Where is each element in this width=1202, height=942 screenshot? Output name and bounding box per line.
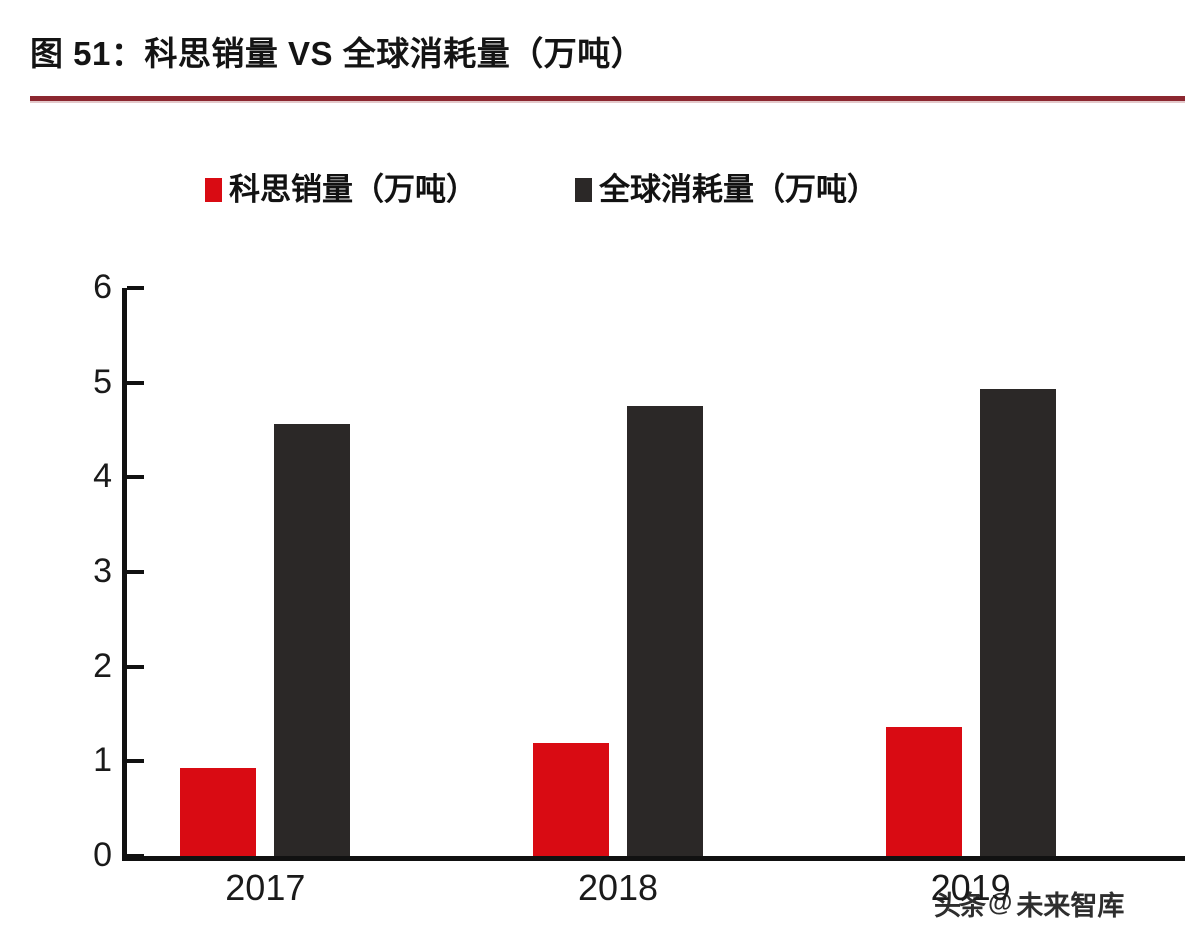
bar-2017-sales[interactable] [180,767,257,856]
legend-item-global-consumption[interactable]: 全球消耗量（万吨） [575,172,878,208]
y-axis-tick-label: 4 [93,457,112,496]
bar-2018-global-consumption[interactable] [627,406,703,856]
y-axis-tick-label: 3 [93,552,112,590]
y-axis-tick-label: 2 [93,646,112,685]
square-swatch-icon [205,178,222,202]
legend-item-label: 全球消耗量（万吨） [599,172,878,207]
y-axis-tick [127,854,144,858]
x-axis-line [122,856,1185,861]
bars-layer [127,288,1185,856]
y-axis-tick [127,570,144,574]
legend-item-sales[interactable]: 科思销量（万吨） [205,172,477,208]
title-divider-rule-shadow [30,101,1185,103]
bar-2019-global-consumption[interactable] [979,389,1056,856]
figure-title-block: 图 51：科思销量 VS 全球消耗量（万吨） [30,34,1185,102]
y-axis-tick-label: 0 [93,836,112,874]
watermark: 头条 @ 未来智库 [934,884,1124,923]
bar-2017-global-consumption[interactable] [274,424,351,856]
y-axis-tick-label: 5 [93,362,112,401]
watermark-mark: 头条 [934,891,986,921]
legend-item-label: 科思销量（万吨） [229,172,477,207]
bar-2019-sales[interactable] [885,727,962,856]
y-axis-line [122,288,127,861]
bar-2018-sales[interactable] [533,743,609,856]
y-axis-tick [127,380,144,385]
chart-legend: 科思销量（万吨） 全球消耗量（万吨） [205,160,1085,220]
y-axis-tick [127,664,144,669]
x-axis-tick-label: 2019 [930,867,1011,908]
figure-title: 图 51：科思销量 VS 全球消耗量（万吨） [30,35,645,72]
y-axis-tick [127,286,144,290]
y-axis-tick-label: 1 [93,741,112,780]
y-axis-tick [127,759,144,764]
y-axis-tick-label: 6 [93,268,112,306]
y-axis-tick [127,475,144,480]
watermark-at-icon: @ [988,889,1013,917]
watermark-name: 未来智库 [1016,891,1125,921]
title-divider-rule [30,96,1185,101]
x-axis-tick-label: 2017 [225,867,306,908]
x-axis-tick-label: 2018 [577,867,659,908]
square-swatch-icon [575,178,592,202]
